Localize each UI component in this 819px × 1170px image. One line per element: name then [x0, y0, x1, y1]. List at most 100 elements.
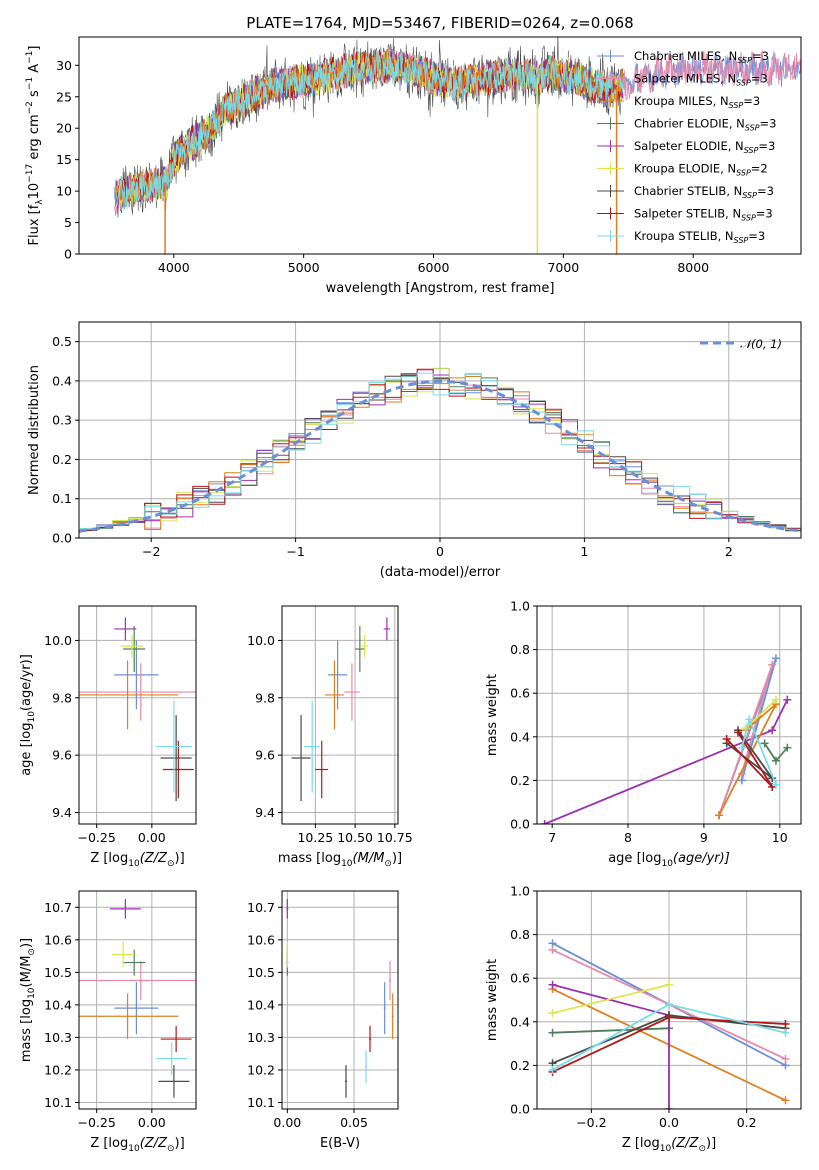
y-tick-label: 0.6 [510, 686, 530, 701]
axes-frame [78, 890, 197, 1110]
x-axis-label: Z [log10(Z/Z⊙)] [622, 1136, 716, 1154]
axes-age_vs_Z: −0.25 0.00 9.4 9.6 9.8 10.0 Z [log10(Z/Z⊙)] age… [19, 605, 197, 869]
x-axis-label: (data-model)/error [380, 565, 501, 580]
x-tick-label: 7 [548, 830, 556, 845]
plot-area [113, 37, 801, 254]
y-tick-label: 9.4 [52, 805, 72, 820]
x-tick-label: −0.2 [576, 1115, 606, 1130]
y-tick-label: 9.6 [52, 748, 72, 763]
x-axis-label: Z [log10(Z/Z⊙)] [90, 851, 184, 869]
legend-label: 𝒩(0, 1) [740, 337, 782, 351]
y-axis-label: mass weight [485, 959, 500, 1041]
y-tick-label: 15 [56, 152, 72, 167]
y-tick-label: 10.4 [44, 997, 72, 1012]
y-tick-label: 10.2 [247, 1062, 275, 1077]
x-tick-label: −0.25 [78, 1115, 116, 1130]
x-tick-label: 10.75 [377, 830, 413, 845]
axes-frame [78, 605, 197, 825]
y-tick-label: 0.8 [510, 642, 530, 657]
x-tick-label: 4000 [158, 260, 190, 275]
x-tick-label: 0.00 [138, 1115, 166, 1130]
series-line [116, 48, 624, 210]
x-tick-label: 8000 [677, 260, 709, 275]
y-tick-label: 0 [64, 247, 72, 262]
y-tick-label: 30 [56, 58, 72, 73]
y-tick-label: 0.0 [510, 817, 530, 832]
x-axis-label: E(B-V) [320, 1136, 360, 1151]
y-tick-label: 5 [64, 215, 72, 230]
axes-frame [78, 36, 802, 255]
legend-label: Salpeter MILES, NSSP=3 [634, 72, 768, 88]
x-tick-label: −2 [142, 544, 160, 559]
x-tick-label: 1 [580, 544, 588, 559]
gaussian-curve [79, 379, 801, 533]
y-tick-label: 10.6 [247, 932, 275, 947]
y-tick-label: 0.4 [510, 1014, 530, 1029]
plot-area [291, 617, 391, 802]
axes-frame [281, 605, 399, 825]
axes-frame [78, 321, 802, 539]
legend-label: Salpeter ELODIE, NSSP=3 [634, 139, 775, 155]
y-tick-label: 1.0 [510, 884, 530, 899]
legend-label: Kroupa ELODIE, NSSP=2 [634, 162, 768, 178]
y-axis-label: age [log10(age/yr)] [19, 654, 37, 776]
y-tick-label: 10.7 [44, 900, 72, 915]
axes-mass_vs_ebv: 0.00 0.05 10.1 10.2 10.3 10.4 10.5 10.6 10.7 E(B-… [247, 890, 399, 1151]
x-tick-label: −0.25 [78, 830, 116, 845]
x-axis-label: wavelength [Angstrom, rest frame] [326, 281, 555, 296]
y-tick-label: 0.2 [52, 452, 72, 467]
y-tick-label: 10.1 [247, 1095, 275, 1110]
weight-line [552, 983, 670, 1109]
plot-area [79, 367, 801, 533]
x-tick-label: 6000 [418, 260, 450, 275]
axes-mass_vs_Z: −0.25 0.00 10.1 10.2 10.3 10.4 10.5 10.6 10.7 Z [… [19, 890, 197, 1154]
y-tick-label: 0.2 [510, 773, 530, 788]
y-tick-label: 1.0 [510, 599, 530, 614]
histogram-series [79, 373, 801, 532]
y-tick-label: 10.7 [247, 900, 275, 915]
y-tick-label: 10.2 [44, 1062, 72, 1077]
x-tick-label: 8 [624, 830, 632, 845]
y-tick-label: 0.4 [510, 729, 530, 744]
axes-residuals: −2 −1 0 1 2 0.0 0.1 0.2 0.3 0.4 0.5 (data-model)/er… [27, 321, 802, 580]
y-tick-label: 0.3 [52, 413, 72, 428]
legend-label: Chabrier ELODIE, NSSP=3 [634, 117, 776, 133]
axes-weight_vs_Z: −0.2 0.0 0.2 0.0 0.2 0.4 0.6 0.8 1.0 Z [log10(Z/Z… [485, 884, 802, 1154]
axes-weight_vs_age: 7 8 9 10 0.0 0.2 0.4 0.6 0.8 1.0 age [log10(age/yr… [485, 599, 802, 869]
x-tick-label: 0.05 [340, 1115, 368, 1130]
weight-line [552, 983, 670, 1014]
figure-title: PLATE=1764, MJD=53467, FIBERID=0264, z=0… [246, 14, 633, 32]
y-tick-label: 10.1 [44, 1095, 72, 1110]
plot-area [79, 899, 196, 1098]
y-tick-label: 10.0 [44, 633, 72, 648]
y-tick-label: 10.0 [247, 633, 275, 648]
y-tick-label: 0.5 [52, 334, 72, 349]
y-tick-label: 10.3 [44, 1030, 72, 1045]
axes-spectrum: 4000 5000 6000 7000 8000 0 5 10 15 20 25 30 waveleng… [25, 36, 802, 296]
axes-frame [536, 605, 802, 825]
y-axis-label: Normed distribution [27, 365, 42, 495]
y-tick-label: 0.8 [510, 927, 530, 942]
x-axis-label: Z [log10(Z/Z⊙)] [90, 1136, 184, 1154]
y-tick-label: 0.0 [52, 531, 72, 546]
x-tick-label: −1 [286, 544, 304, 559]
legend-label: Chabrier MILES, NSSP=3 [634, 49, 769, 65]
x-tick-label: 7000 [547, 260, 579, 275]
y-axis-label: Flux [fλ10−17 erg cm−2 s−1 A−1] [25, 46, 45, 246]
y-tick-label: 0.6 [510, 971, 530, 986]
plot-area [286, 899, 394, 1098]
y-tick-label: 9.6 [255, 748, 275, 763]
x-tick-label: 5000 [288, 260, 320, 275]
axes-frame [536, 890, 802, 1110]
y-tick-label: 10.4 [247, 997, 275, 1012]
y-tick-label: 0.2 [510, 1058, 530, 1073]
x-tick-label: 2 [725, 544, 733, 559]
histogram-series [79, 372, 801, 532]
y-tick-label: 20 [56, 121, 72, 136]
y-tick-label: 10.3 [247, 1030, 275, 1045]
plot-area [540, 654, 792, 824]
weight-line [552, 1027, 670, 1034]
x-axis-label: mass [log10(M/M⊙)] [278, 851, 402, 869]
y-tick-label: 9.8 [255, 690, 275, 705]
